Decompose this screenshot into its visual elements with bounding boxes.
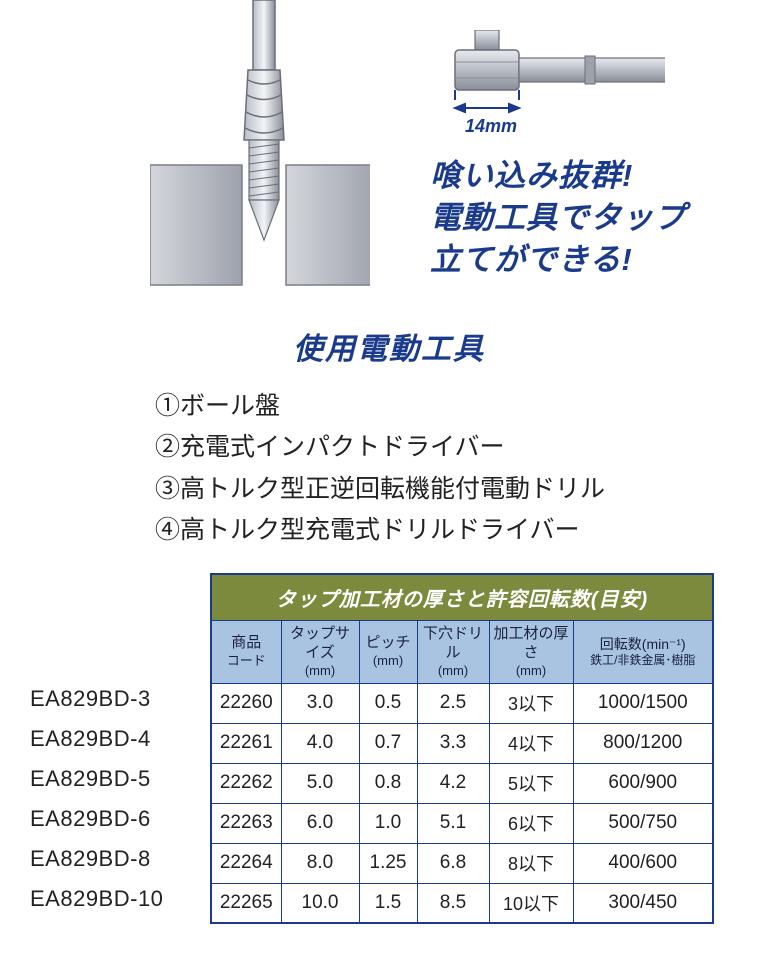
part-number: EA829BD-8 — [30, 839, 163, 879]
part-number: EA829BD-6 — [30, 799, 163, 839]
tap-tool-illustration — [150, 0, 370, 300]
hex-shank-illustration: 14mm — [445, 30, 665, 140]
tool-item-2: ②充電式インパクトドライバー — [155, 427, 778, 468]
part-number: EA829BD-10 — [30, 879, 163, 919]
part-number: EA829BD-3 — [30, 679, 163, 719]
tool-item-4: ④高トルク型充電式ドリルドライバー — [155, 510, 778, 551]
part-number: EA829BD-5 — [30, 759, 163, 799]
headline-line-2: 電動工具でタップ — [430, 197, 686, 239]
col-drill: 下穴ドリル(mm) — [417, 621, 489, 684]
spec-table-wrap: EA829BD-3 EA829BD-4 EA829BD-5 EA829BD-6 … — [30, 573, 748, 924]
shank-width-label: 14mm — [465, 116, 517, 136]
table-row: 22261 4.0 0.7 3.3 4以下 800/1200 — [211, 723, 713, 763]
tool-item-1: ①ボール盤 — [155, 386, 778, 427]
table-row: 22264 8.0 1.25 6.8 8以下 400/600 — [211, 843, 713, 883]
table-row: 22260 3.0 0.5 2.5 3以下 1000/1500 — [211, 683, 713, 723]
headline-line-3: 立てができる! — [430, 239, 686, 281]
product-headline: 喰い込み抜群! 電動工具でタップ 立てができる! — [430, 155, 686, 281]
part-number: EA829BD-4 — [30, 719, 163, 759]
col-code: 商品コード — [211, 621, 281, 684]
table-row: 22263 6.0 1.0 5.1 6以下 500/750 — [211, 803, 713, 843]
tools-section-title: 使用電動工具 — [0, 324, 778, 368]
col-thickness: 加工材の厚さ(mm) — [489, 621, 573, 684]
col-tap-size: タップサイズ(mm) — [281, 621, 359, 684]
col-rotation: 回転数(min⁻¹)鉄工/非鉄金属･樹脂 — [573, 621, 713, 684]
headline-line-1: 喰い込み抜群! — [430, 155, 686, 197]
top-illustration-area: 14mm 喰い込み抜群! 電動工具でタップ 立てができる! — [0, 0, 778, 310]
table-row: 22265 10.0 1.5 8.5 10以下 300/450 — [211, 883, 713, 923]
spec-table: タップ加工材の厚さと許容回転数(目安) 商品コード タップサイズ(mm) ピッチ… — [210, 573, 714, 924]
col-pitch: ピッチ(mm) — [359, 621, 417, 684]
table-row: 22262 5.0 0.8 4.2 5以下 600/900 — [211, 763, 713, 803]
table-title: タップ加工材の厚さと許容回転数(目安) — [211, 574, 713, 621]
tool-item-3: ③高トルク型正逆回転機能付電動ドリル — [155, 469, 778, 510]
row-part-numbers: EA829BD-3 EA829BD-4 EA829BD-5 EA829BD-6 … — [30, 679, 163, 919]
compatible-tools-list: ①ボール盤 ②充電式インパクトドライバー ③高トルク型正逆回転機能付電動ドリル … — [155, 386, 778, 551]
